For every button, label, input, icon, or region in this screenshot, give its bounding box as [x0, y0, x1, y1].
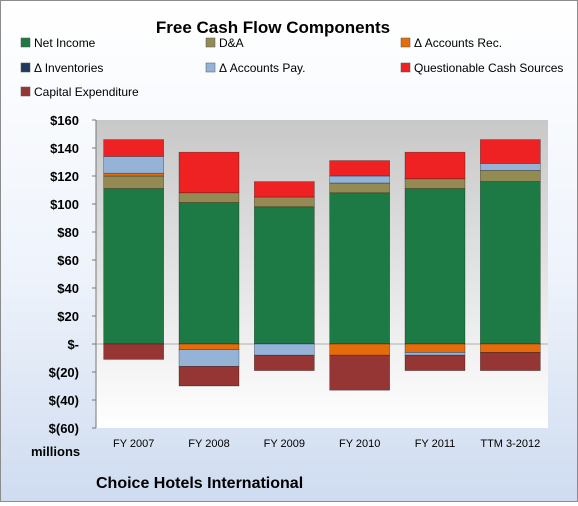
- bar-segment-questionable-cash-sources: [178, 151, 240, 194]
- x-tick-label: FY 2007: [113, 438, 154, 450]
- bar-segment-d-a: [254, 196, 315, 208]
- bar-segment-accounts-pay: [178, 349, 240, 367]
- bar-segment-d-a: [103, 175, 164, 189]
- y-tick-label: $-: [67, 337, 79, 352]
- bar-segment-net-income: [480, 181, 541, 345]
- bar-segment-capital-expenditure: [178, 366, 240, 387]
- bar-segment-capital-expenditure: [103, 343, 164, 360]
- x-tick-label: FY 2011: [415, 438, 456, 450]
- bar-segment-accounts-rec: [178, 343, 240, 350]
- y-axis-unit-label: millions: [31, 444, 80, 459]
- bar-segment-capital-expenditure: [254, 354, 315, 371]
- bar-segment-questionable-cash-sources: [103, 139, 164, 157]
- legend-swatch: [20, 37, 31, 48]
- legend-swatch: [400, 37, 411, 48]
- x-tick-label: TTM 3-2012: [480, 438, 540, 450]
- bar-segment-accounts-pay: [254, 343, 315, 356]
- bar-segment-capital-expenditure: [404, 354, 466, 371]
- bar-segment-net-income: [178, 202, 240, 345]
- y-tick-label: $(20): [49, 365, 79, 380]
- bar-segment-accounts-rec: [103, 172, 164, 177]
- legend-label: Questionable Cash Sources: [414, 61, 563, 75]
- legend-label: Net Income: [34, 36, 96, 50]
- bar-segment-net-income: [103, 188, 164, 345]
- x-tick-label: FY 2008: [188, 438, 229, 450]
- y-tick-label: $140: [50, 141, 79, 156]
- legend-swatch: [205, 37, 216, 48]
- bar-segment-capital-expenditure: [329, 354, 390, 391]
- y-tick-label: $100: [50, 197, 79, 212]
- company-name: Choice Hotels International: [96, 475, 303, 492]
- bar-segment-accounts-rec: [480, 343, 541, 353]
- y-tick-label: $120: [50, 169, 79, 184]
- bar-segment-accounts-pay: [404, 352, 466, 356]
- bar-segment-accounts-rec: [329, 343, 390, 356]
- chart-title: Free Cash Flow Components: [156, 18, 390, 37]
- y-axis: $160 $140 $120 $100 $80 $60 $40 $20 $- $(20) $(40)…: [49, 113, 548, 436]
- plot-area: [96, 120, 548, 428]
- bar-segment-d-a: [404, 178, 466, 189]
- legend-label: Δ Accounts Pay.: [219, 61, 306, 75]
- bar-segment-d-a: [329, 182, 390, 194]
- bar-segment-d-a: [480, 170, 541, 182]
- y-tick-label: $160: [50, 113, 79, 128]
- x-tick-label: FY 2010: [339, 438, 380, 450]
- bar-segment-questionable-cash-sources: [404, 151, 466, 180]
- y-tick-label: $(60): [49, 421, 79, 436]
- x-tick-label: FY 2009: [264, 438, 305, 450]
- bar-segment-questionable-cash-sources: [329, 160, 390, 177]
- bar-segment-accounts-pay: [103, 156, 164, 174]
- legend-swatch: [400, 62, 411, 73]
- y-tick-label: $20: [57, 309, 79, 324]
- y-tick-label: $80: [57, 225, 79, 240]
- bar-segment-net-income: [404, 188, 466, 345]
- legend-label: Δ Accounts Rec.: [414, 36, 502, 50]
- legend-swatch: [20, 62, 31, 73]
- legend-label: Δ Inventories: [34, 61, 103, 75]
- y-tick-label: $40: [57, 281, 79, 296]
- bar-segment-questionable-cash-sources: [480, 139, 541, 164]
- bar-segment-accounts-rec: [404, 343, 466, 353]
- y-tick-label: $60: [57, 253, 79, 268]
- legend-swatch: [20, 86, 31, 97]
- legend-label: D&A: [219, 36, 244, 50]
- bar-segment-accounts-pay: [329, 175, 390, 184]
- y-tick-label: $(40): [49, 393, 79, 408]
- x-axis: FY 2007 FY 2008 FY 2009 FY 2010 FY 2011 TTM 3…: [113, 438, 540, 450]
- bars: [103, 139, 541, 391]
- bar-segment-d-a: [178, 192, 240, 203]
- bar-segment-net-income: [329, 192, 390, 345]
- bar-segment-questionable-cash-sources: [254, 181, 315, 198]
- legend: Net Income D&A Δ Accounts Rec. Δ Inventorie…: [20, 36, 563, 99]
- bar-segment-accounts-pay: [480, 163, 541, 171]
- bar-segment-net-income: [254, 206, 315, 345]
- legend-label: Capital Expenditure: [34, 85, 139, 99]
- legend-swatch: [205, 62, 216, 73]
- bar-segment-capital-expenditure: [480, 352, 541, 371]
